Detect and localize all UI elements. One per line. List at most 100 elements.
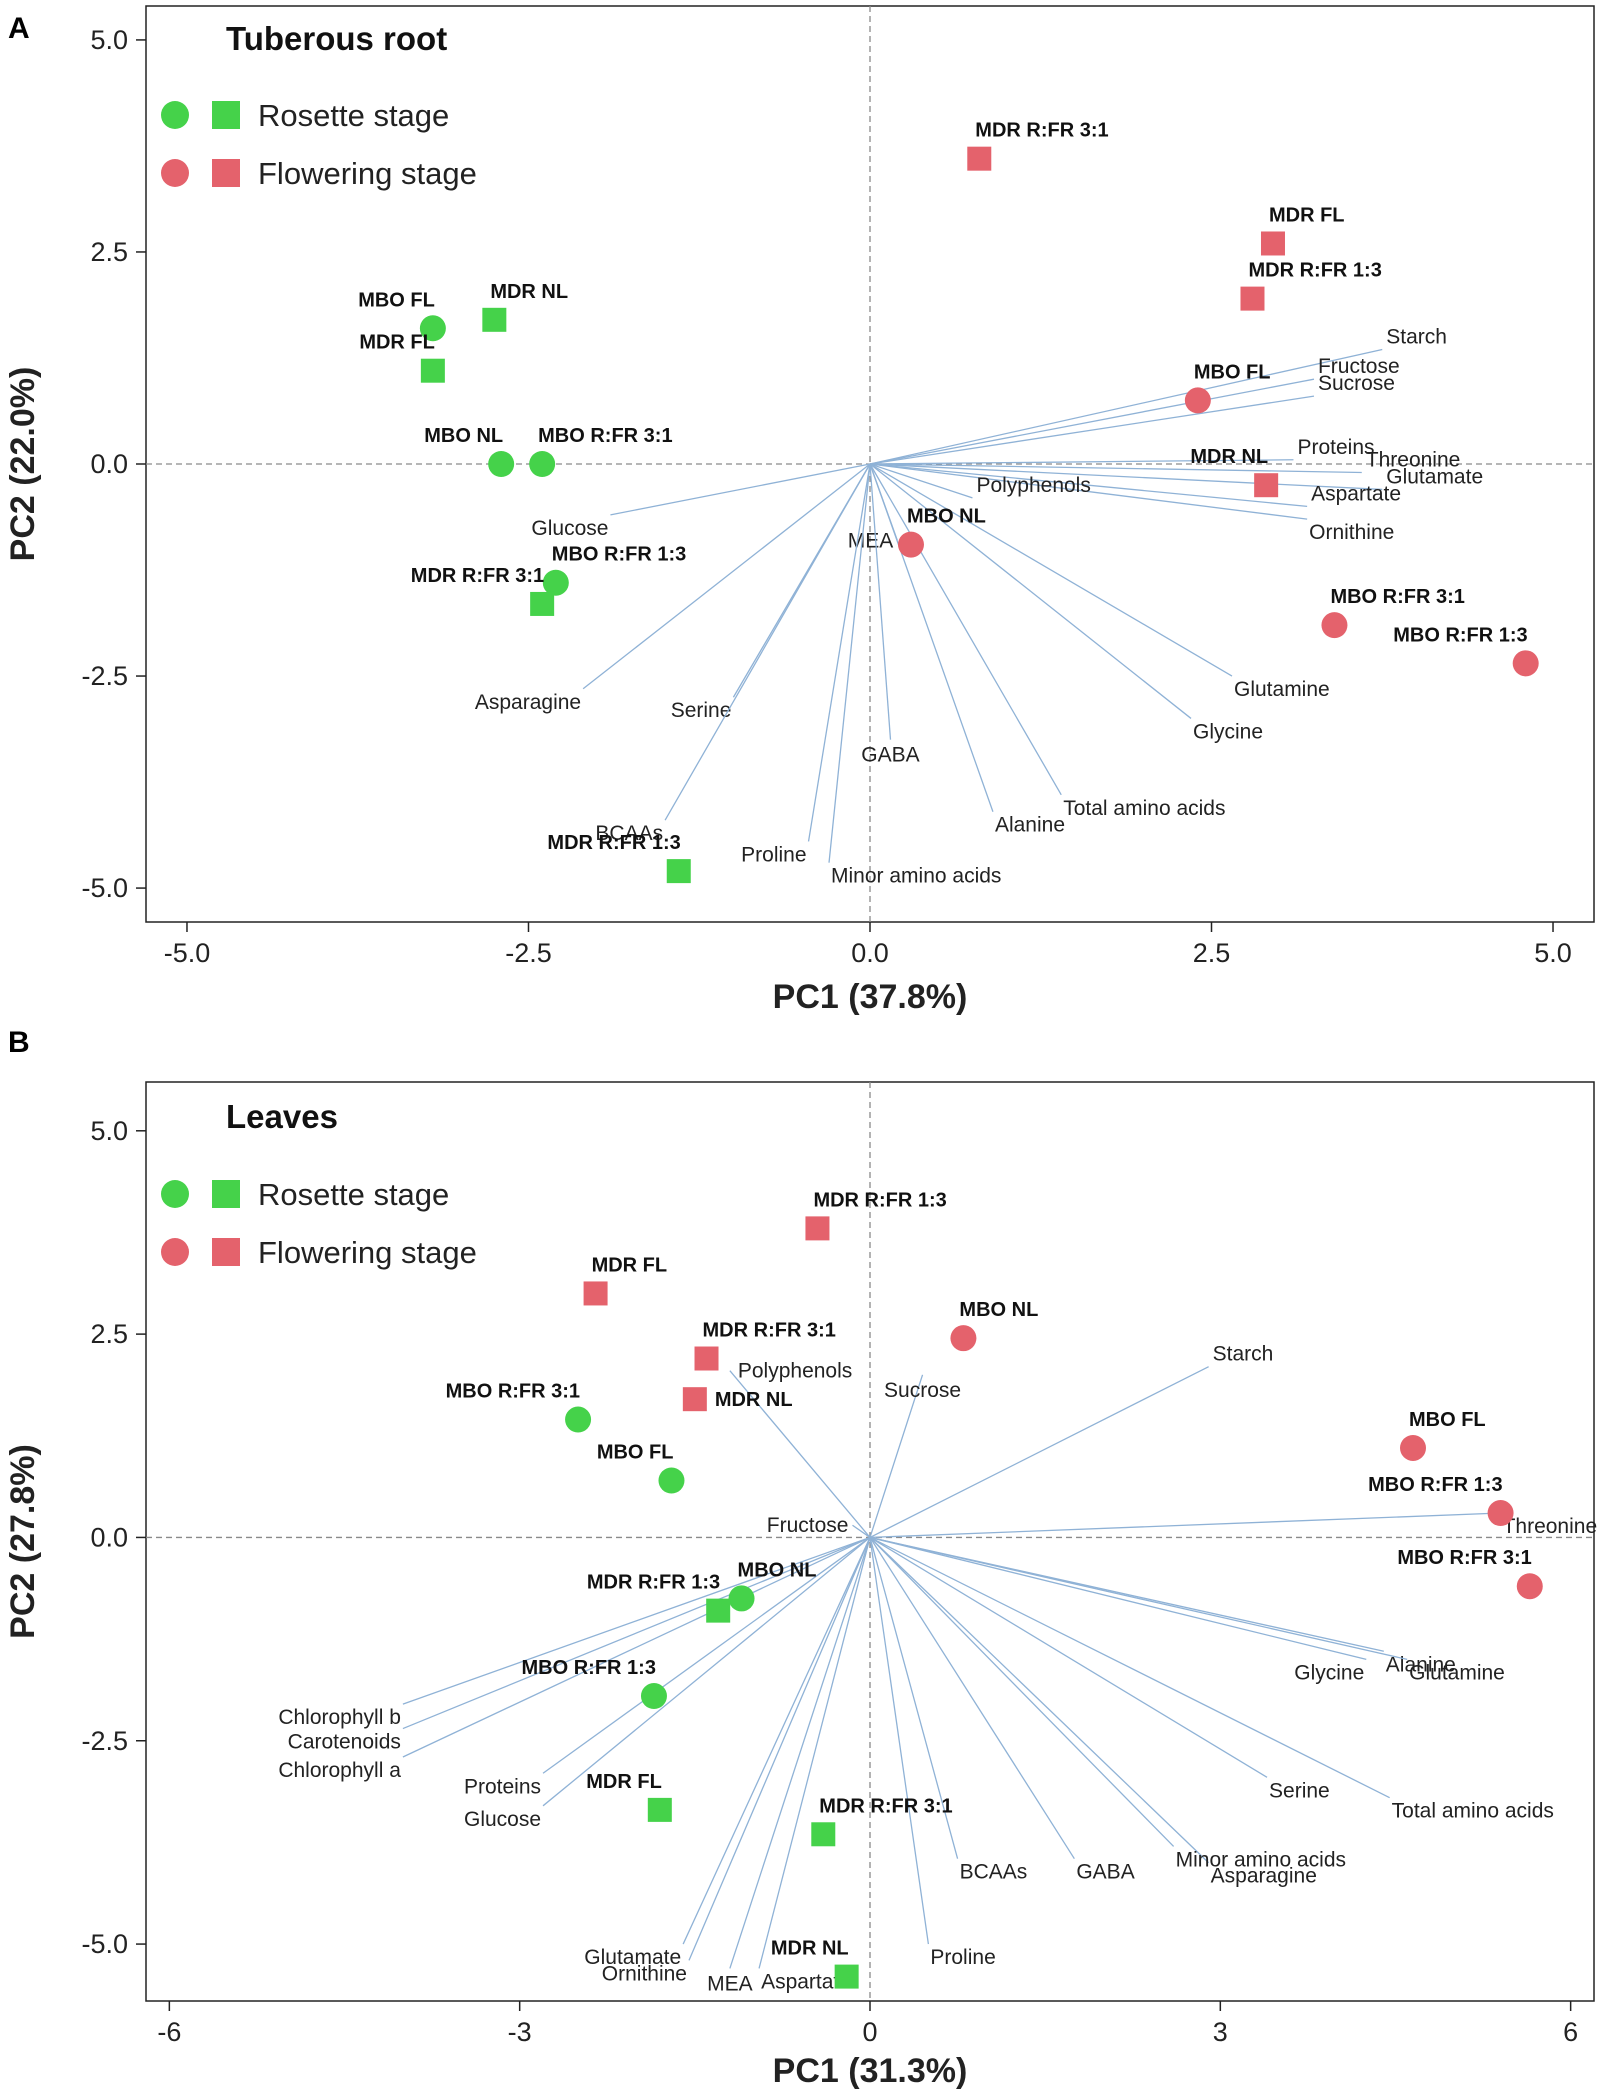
legend-label-flowering: Flowering stage <box>258 156 477 191</box>
legend-circle-flowering <box>161 159 189 187</box>
sample-point-label: MDR R:FR 1:3 <box>813 1189 946 1211</box>
loading-label: Proline <box>741 843 806 866</box>
y-tick-label: 5.0 <box>90 25 128 55</box>
y-tick-label: -2.5 <box>81 661 128 691</box>
loading-vector <box>869 463 1308 520</box>
loading-vector <box>869 1536 1408 1661</box>
x-tick-label: 2.5 <box>1193 938 1231 968</box>
sample-point-circle <box>658 1467 685 1494</box>
sample-point-circle <box>1321 612 1348 639</box>
loading-vector <box>869 1366 1209 1539</box>
sample-point-label: MBO R:FR 1:3 <box>522 1657 656 1679</box>
loading-vector <box>828 463 871 863</box>
sample-point-circle <box>542 569 569 596</box>
sample-point-square <box>811 1822 836 1847</box>
sample-point-circle <box>488 451 515 477</box>
loading-vector <box>869 1536 1367 1661</box>
sample-point-label: MDR R:FR 1:3 <box>547 832 680 854</box>
y-tick-label: 2.5 <box>90 237 128 267</box>
sample-point-label: MDR R:FR 3:1 <box>411 565 544 587</box>
loading-vector <box>869 463 892 740</box>
y-tick-label: -2.5 <box>81 1726 128 1756</box>
loading-label: Sucrose <box>884 1379 961 1402</box>
loading-vector <box>869 463 994 812</box>
loading-vector <box>869 1536 1175 1847</box>
loading-vector <box>682 1537 871 1945</box>
loading-label: Asparagine <box>1211 1865 1317 1888</box>
loading-vector <box>402 1536 871 1705</box>
y-tick-label: 2.5 <box>90 1319 128 1349</box>
sample-point-circle <box>529 451 556 477</box>
sample-point-square <box>1260 231 1285 256</box>
sample-point-circle <box>728 1585 755 1612</box>
loading-vector <box>807 463 871 842</box>
legend-label-rosette: Rosette stage <box>258 1177 449 1212</box>
loading-label: Fructose <box>1318 355 1400 378</box>
panel-letter: A <box>8 12 30 45</box>
sample-point-square <box>967 146 992 171</box>
sample-point-circle <box>419 315 446 342</box>
loading-label: MEA <box>848 529 894 552</box>
x-tick-label: 0.0 <box>851 938 889 968</box>
loading-label: Total amino acids <box>1392 1800 1554 1823</box>
y-tick-label: -5.0 <box>81 1929 128 1959</box>
sample-point-label: MBO FL <box>358 289 435 311</box>
loading-label: Total amino acids <box>1063 797 1225 820</box>
loading-label: Sucrose <box>1318 372 1395 395</box>
loading-label: Serine <box>1269 1779 1330 1802</box>
loading-label: Ornithine <box>602 1962 687 1985</box>
loading-label: Starch <box>1386 326 1447 349</box>
y-tick-label: 0.0 <box>90 1522 128 1552</box>
loading-vector <box>869 1536 1210 1864</box>
loading-label: Carotenoids <box>288 1731 401 1754</box>
sample-point-label: MDR R:FR 3:1 <box>703 1320 836 1342</box>
loading-vector <box>869 1537 959 1859</box>
sample-point-label: MBO FL <box>1409 1409 1486 1431</box>
x-axis-title: PC1 (37.8%) <box>773 978 968 1016</box>
loading-vector <box>402 1536 871 1758</box>
loading-label: GABA <box>1076 1861 1134 1884</box>
sample-point-label: MBO R:FR 1:3 <box>1368 1474 1502 1496</box>
loading-label: Minor amino acids <box>1176 1848 1346 1871</box>
sample-point-square <box>805 1216 830 1241</box>
legend-circle-rosette <box>161 101 189 129</box>
sample-point-label: MDR R:FR 1:3 <box>587 1572 720 1594</box>
sample-point-label: MBO R:FR 3:1 <box>1330 586 1464 608</box>
sample-point-square <box>482 307 507 332</box>
sample-point-circle <box>897 531 924 558</box>
legend-square-flowering <box>212 1238 240 1266</box>
loading-vector <box>869 463 1062 796</box>
loading-vector <box>869 463 973 499</box>
y-axis-title: PC2 (22.0%) <box>4 367 42 562</box>
sample-point-label: MDR R:FR 3:1 <box>819 1795 952 1817</box>
sample-point-label: MBO NL <box>959 1299 1038 1321</box>
sample-point-square <box>694 1346 719 1371</box>
loading-vector <box>869 1537 930 1945</box>
loading-vector <box>869 1536 1390 1799</box>
loading-vector <box>869 1512 1501 1539</box>
sample-point-label: MDR FL <box>359 332 435 354</box>
sample-point-square <box>666 859 691 884</box>
panel-letter: B <box>8 1026 30 1059</box>
loading-label: Proline <box>930 1946 995 1969</box>
loading-label: Glutamine <box>1234 678 1330 701</box>
sample-point-label: MBO FL <box>597 1442 674 1464</box>
loading-vector <box>869 463 1192 719</box>
sample-point-label: MDR NL <box>715 1389 793 1411</box>
loading-label: Glutamate <box>584 1946 681 1969</box>
loading-label: Aspartate <box>1311 482 1401 505</box>
loading-vector <box>869 1536 1268 1778</box>
x-tick-label: 3 <box>1213 2017 1228 2047</box>
legend-square-rosette <box>212 1180 240 1208</box>
sample-point-label: MBO R:FR 1:3 <box>552 544 686 566</box>
loading-vector <box>869 463 1362 474</box>
x-tick-label: -6 <box>157 2017 181 2047</box>
y-tick-label: 5.0 <box>90 1116 128 1146</box>
loading-vector <box>610 463 871 516</box>
legend: Rosette stage Flowering stage <box>161 98 477 191</box>
sample-point-label: MDR NL <box>1190 446 1268 468</box>
loading-vector <box>869 463 1383 491</box>
loading-vector <box>688 1537 871 1961</box>
loading-label: Glucose <box>464 1808 541 1831</box>
